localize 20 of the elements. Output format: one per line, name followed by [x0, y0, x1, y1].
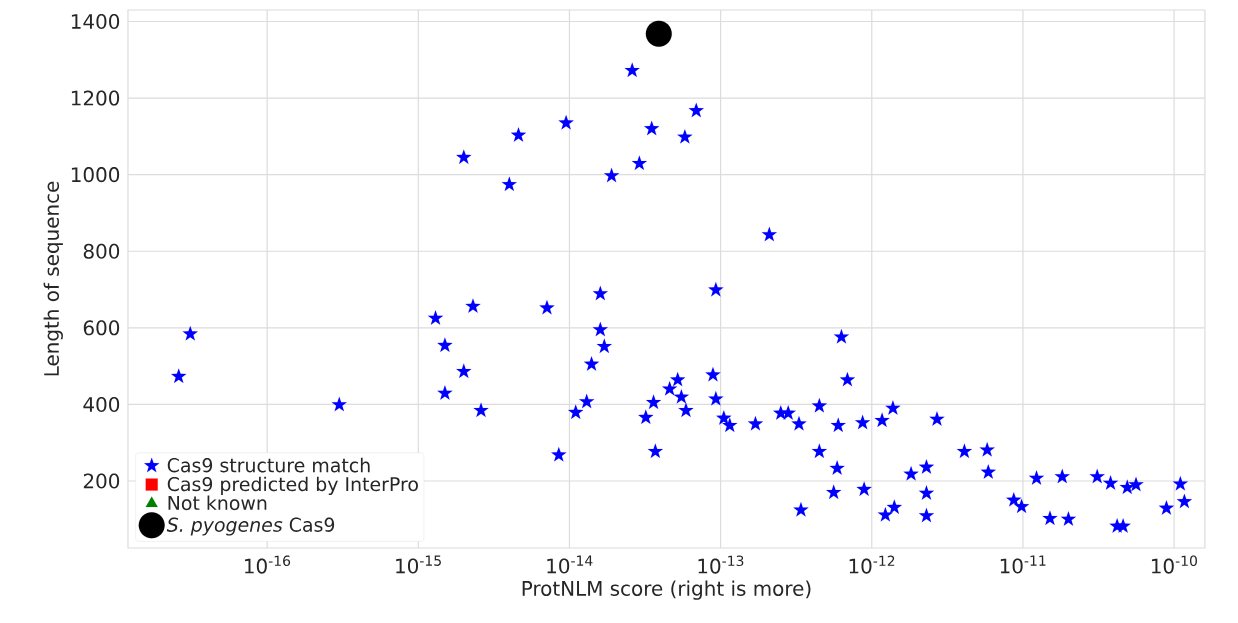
y-tick-label: 600	[83, 320, 120, 336]
y-tick-label: 1200	[71, 90, 120, 106]
x-axis-title: ProtNLM score (right is more)	[522, 580, 811, 600]
y-axis-title: Length of sequence	[43, 181, 63, 376]
x-tick-label: 10$^{-14}$	[547, 555, 593, 574]
y-tick-label: 200	[83, 473, 120, 489]
legend-label: S. pyogenes Cas9	[166, 517, 335, 536]
y-tick-label: 400	[83, 396, 120, 412]
x-tick-label: 10$^{-10}$	[1151, 555, 1197, 574]
x-tick-label: 10$^{-11}$	[1000, 555, 1046, 574]
x-tick-label: 10$^{-12}$	[849, 555, 895, 574]
x-tick-label: 10$^{-15}$	[396, 555, 441, 574]
legend-label: Not known	[168, 495, 267, 511]
legend-label: Cas9 predicted by InterPro	[167, 476, 418, 495]
y-tick-label: 1400	[71, 13, 120, 30]
y-tick-label: 800	[83, 243, 120, 259]
x-tick-label: 10$^{-16}$	[245, 555, 291, 574]
y-tick-label: 1000	[71, 167, 120, 183]
x-tick-label: 10$^{-13}$	[698, 555, 744, 574]
legend-label: Cas9 structure match	[167, 457, 370, 473]
